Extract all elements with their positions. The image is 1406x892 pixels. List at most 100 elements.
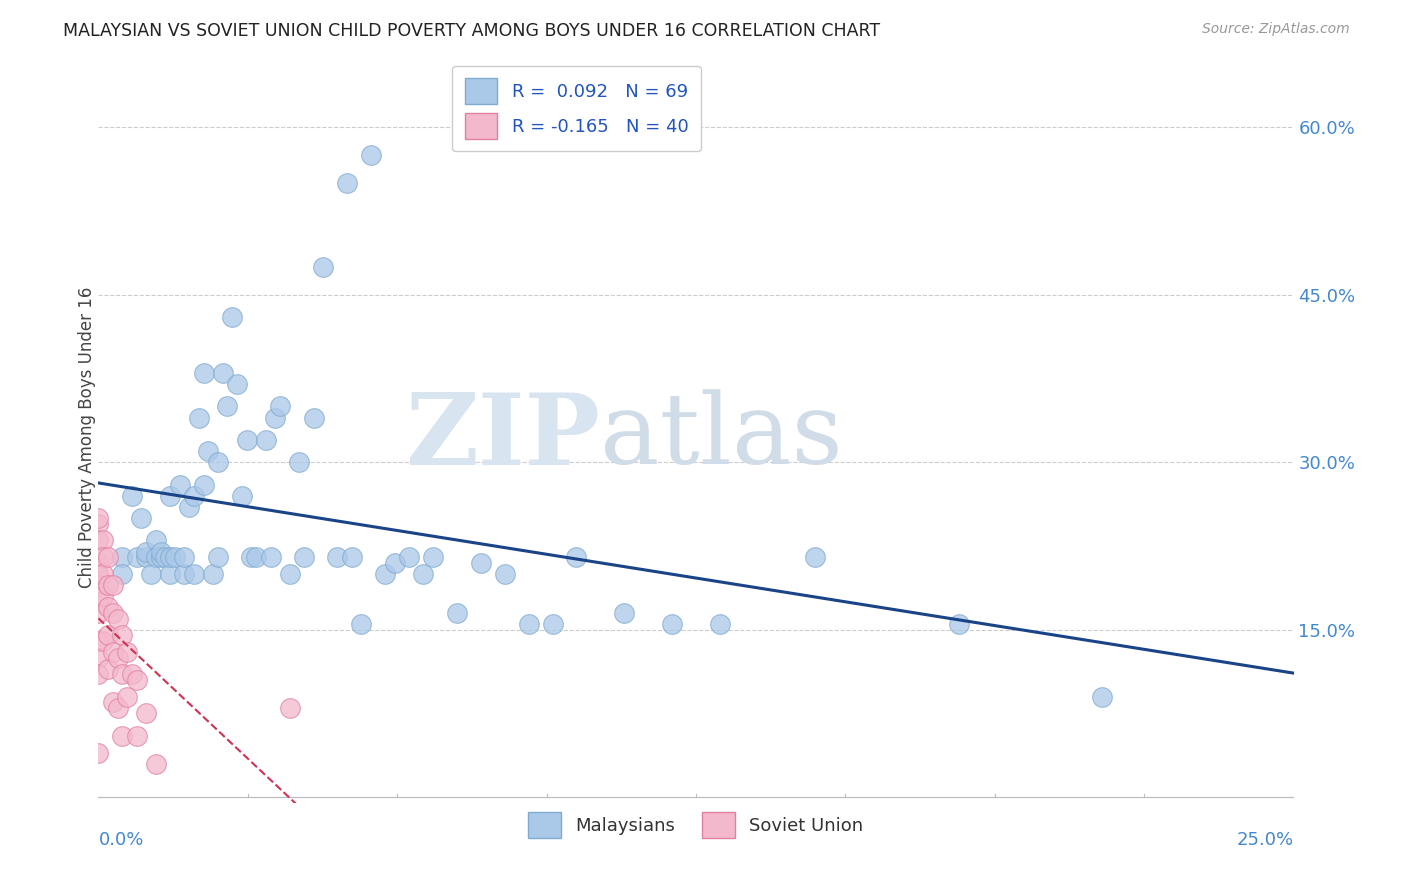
Point <box>948 617 970 632</box>
Point <box>87 578 110 592</box>
Point <box>384 556 406 570</box>
Point <box>179 500 201 514</box>
Point <box>159 566 181 581</box>
Point <box>202 566 225 581</box>
Point <box>264 410 287 425</box>
Point <box>374 566 396 581</box>
Point <box>302 410 325 425</box>
Text: 0.0%: 0.0% <box>98 830 143 848</box>
Text: MALAYSIAN VS SOVIET UNION CHILD POVERTY AMONG BOYS UNDER 16 CORRELATION CHART: MALAYSIAN VS SOVIET UNION CHILD POVERTY … <box>63 22 880 40</box>
Point <box>565 550 588 565</box>
Point <box>422 550 444 565</box>
Point <box>336 176 359 190</box>
Point <box>231 489 253 503</box>
Point <box>613 606 636 620</box>
Point <box>97 550 120 565</box>
Point <box>107 611 129 625</box>
Point <box>87 746 110 760</box>
Point <box>661 617 683 632</box>
Point <box>91 566 114 581</box>
Point <box>101 695 124 709</box>
Point <box>197 444 219 458</box>
Point <box>470 556 492 570</box>
Point <box>97 662 120 676</box>
Point <box>97 578 120 592</box>
Point <box>149 550 172 565</box>
Point <box>87 633 110 648</box>
Point <box>193 366 215 380</box>
Point <box>111 550 134 565</box>
Point <box>87 667 110 681</box>
Point <box>709 617 731 632</box>
Point <box>398 550 420 565</box>
Point <box>139 566 162 581</box>
Point <box>245 550 267 565</box>
Point <box>169 477 191 491</box>
Text: Source: ZipAtlas.com: Source: ZipAtlas.com <box>1202 22 1350 37</box>
Point <box>121 667 143 681</box>
Point <box>107 650 129 665</box>
Point <box>145 756 167 771</box>
Point <box>91 550 114 565</box>
Point <box>91 589 114 603</box>
Text: atlas: atlas <box>600 389 844 485</box>
Point <box>446 606 468 620</box>
Point <box>183 566 205 581</box>
Point <box>87 595 110 609</box>
Point <box>111 566 134 581</box>
Point <box>412 566 434 581</box>
Text: ZIP: ZIP <box>405 389 600 485</box>
Point <box>211 366 233 380</box>
Point <box>91 633 114 648</box>
Point <box>155 550 177 565</box>
Point <box>254 433 277 447</box>
Point <box>101 645 124 659</box>
Point <box>278 566 301 581</box>
Point <box>1091 690 1114 704</box>
Point <box>240 550 263 565</box>
Point <box>87 516 110 531</box>
Point <box>87 650 110 665</box>
Y-axis label: Child Poverty Among Boys Under 16: Child Poverty Among Boys Under 16 <box>79 286 96 588</box>
Point <box>115 645 138 659</box>
Point <box>135 706 157 721</box>
Point <box>235 433 257 447</box>
Point <box>269 400 291 414</box>
Point <box>101 606 124 620</box>
Point <box>115 690 138 704</box>
Point <box>541 617 564 632</box>
Point <box>326 550 349 565</box>
Point <box>804 550 827 565</box>
Point <box>221 310 243 324</box>
Point <box>101 578 124 592</box>
Point <box>312 260 335 274</box>
Point <box>278 701 301 715</box>
Point <box>288 455 311 469</box>
Text: 25.0%: 25.0% <box>1236 830 1294 848</box>
Point <box>87 606 110 620</box>
Point <box>340 550 363 565</box>
Point <box>125 729 148 743</box>
Legend: Malaysians, Soviet Union: Malaysians, Soviet Union <box>522 805 870 845</box>
Point <box>187 410 209 425</box>
Point <box>159 489 181 503</box>
Point <box>125 550 148 565</box>
Point <box>292 550 315 565</box>
Point <box>183 489 205 503</box>
Point <box>163 550 186 565</box>
Point <box>173 566 195 581</box>
Point <box>135 550 157 565</box>
Point <box>87 533 110 548</box>
Point <box>145 550 167 565</box>
Point <box>517 617 540 632</box>
Point <box>145 533 167 548</box>
Point <box>135 544 157 558</box>
Point <box>111 628 134 642</box>
Point <box>217 400 239 414</box>
Point <box>121 489 143 503</box>
Point <box>207 550 229 565</box>
Point <box>107 701 129 715</box>
Point <box>125 673 148 687</box>
Point <box>259 550 281 565</box>
Point <box>193 477 215 491</box>
